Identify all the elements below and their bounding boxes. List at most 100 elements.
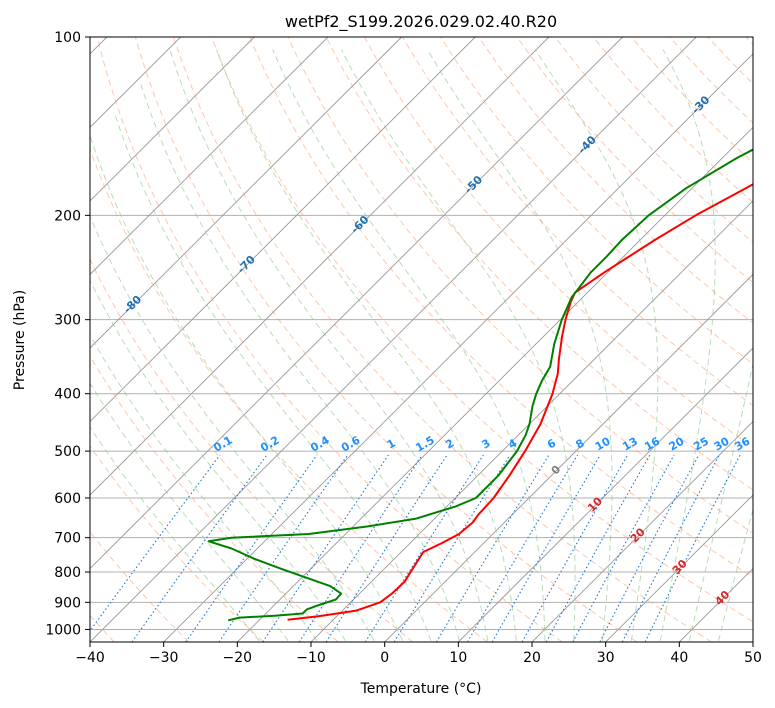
- isotherm-label: 10: [585, 494, 605, 514]
- isotherm-line: [310, 200, 753, 642]
- mixing-ratio-line: [325, 454, 448, 642]
- mixing-ratio-label: 3: [480, 437, 493, 452]
- mixing-ratio-line: [621, 454, 720, 642]
- y-tick-label: 1000: [45, 622, 81, 638]
- mixing-ratio-line: [90, 454, 221, 632]
- dry-adiabat: [134, 37, 638, 642]
- moist-adiabat: [341, 49, 576, 641]
- dry-adiabat: [440, 37, 753, 365]
- y-axis-label: Pressure (hPa): [12, 290, 28, 390]
- dry-adiabat: [478, 37, 753, 324]
- sounding-profiles: [207, 148, 753, 622]
- isotherm-line: [752, 641, 753, 642]
- mixing-ratio-line: [218, 454, 349, 642]
- dry-adiabat: [668, 37, 753, 124]
- isotherm-line: [237, 126, 753, 642]
- dry-adiabat: [90, 258, 414, 642]
- moist-adiabat: [114, 114, 432, 641]
- x-tick-label: 30: [597, 650, 615, 666]
- x-tick-label: 0: [380, 650, 389, 666]
- y-tick-label: 400: [54, 387, 81, 403]
- mixing-ratio-line: [599, 454, 700, 642]
- mixing-ratio-line: [644, 454, 741, 642]
- dry-adiabat: [90, 147, 488, 642]
- dry-adiabat: [287, 37, 753, 534]
- moist-adiabat: [426, 49, 613, 641]
- plot-frame: [89, 36, 754, 643]
- dry-adiabat: [745, 37, 753, 45]
- moist-adiabat: [534, 49, 659, 641]
- isotherm-line: [90, 37, 476, 423]
- moist-adiabat: [272, 49, 546, 641]
- dry-adiabat: [173, 37, 712, 642]
- mixing-ratio-label: 6: [545, 436, 558, 451]
- dry-adiabat: [363, 37, 753, 449]
- isotherm-line: [90, 37, 550, 496]
- isotherm-line: [605, 494, 753, 642]
- isotherm-line: [679, 567, 753, 642]
- y-tick-label: 500: [54, 444, 81, 460]
- isotherm-line: [531, 420, 753, 642]
- mixing-ratio-line: [467, 454, 579, 642]
- y-tick-label: 900: [54, 595, 81, 611]
- isotherm-line: [90, 37, 255, 202]
- isotherm-label: -40: [576, 133, 599, 156]
- isotherm-label: -50: [462, 173, 485, 196]
- dry-adiabat: [249, 37, 753, 578]
- y-axis: 1000 900 800 700 600 500 400 300 200 100: [45, 30, 90, 638]
- isotherm-line: [90, 37, 402, 349]
- dry-adiabat: [90, 530, 190, 642]
- temperature-profile: [287, 183, 753, 621]
- isotherm-line: [163, 53, 753, 642]
- isotherm-label: 0: [549, 462, 564, 477]
- x-tick-label: 50: [744, 650, 762, 666]
- dry-adiabat: [592, 37, 753, 204]
- isotherm-label: 40: [712, 588, 732, 608]
- dewpoint-profile: [207, 148, 753, 622]
- y-tick-label: 300: [54, 313, 81, 329]
- x-tick-label: −10: [296, 650, 326, 666]
- moist-adiabat: [90, 279, 347, 642]
- isotherm-line: [384, 273, 753, 642]
- dry-adiabat: [516, 37, 753, 284]
- isotherm-label: 30: [670, 557, 690, 577]
- moist-adiabat: [90, 134, 404, 642]
- y-tick-label: 800: [54, 565, 81, 581]
- dry-adiabat: [90, 355, 339, 642]
- mixing-ratio-line: [131, 454, 268, 642]
- x-tick-label: −30: [149, 650, 179, 666]
- x-tick-label: 20: [523, 650, 541, 666]
- moist-adiabat: [90, 333, 318, 642]
- isotherm-line: [90, 37, 697, 642]
- isotherm-label: -70: [235, 253, 258, 276]
- y-tick-label: 700: [54, 531, 81, 547]
- x-axis-label: Temperature (°C): [360, 681, 482, 697]
- isotherm-label: -60: [348, 213, 371, 236]
- isotherm-label: 20: [628, 525, 648, 545]
- moist-adiabat: [688, 362, 753, 641]
- x-tick-label: −40: [75, 650, 105, 666]
- mixing-ratio-line: [393, 454, 511, 642]
- moist-adiabat: [90, 382, 289, 642]
- mixing-ratio-line: [298, 454, 423, 642]
- dry-adiabat: [90, 445, 264, 642]
- x-tick-label: 10: [449, 650, 467, 666]
- moist-adiabat: [216, 49, 517, 641]
- mixing-ratio-line: [262, 454, 389, 642]
- dry-adiabat: [96, 37, 563, 642]
- moist-adiabat: [90, 426, 260, 642]
- x-tick-label: −20: [223, 650, 253, 666]
- moist-adiabat: [659, 49, 716, 641]
- background-lines: [90, 37, 753, 642]
- mixing-ratio-label: 1: [385, 437, 398, 452]
- moist-adiabat: [718, 508, 753, 641]
- dry-adiabat: [401, 37, 753, 407]
- mixing-ratio-line: [572, 454, 675, 642]
- mixing-ratio-line: [491, 454, 601, 642]
- moist-adiabat: [90, 214, 375, 642]
- isotherm-label: -80: [121, 293, 144, 316]
- dry-adiabat: [325, 37, 753, 491]
- isotherm-line: [90, 37, 623, 570]
- isotherm-line: [90, 37, 329, 276]
